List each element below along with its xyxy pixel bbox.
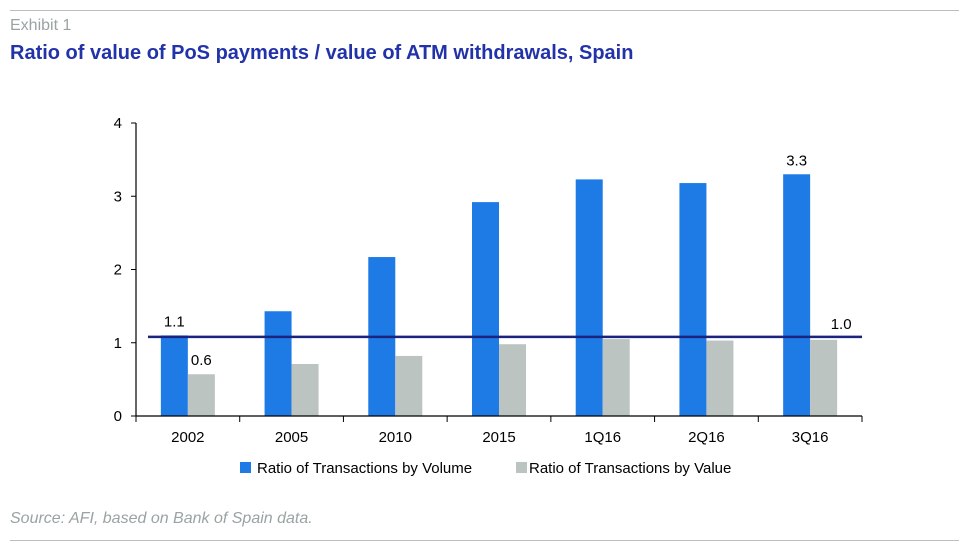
y-tick-label-4: 4 — [114, 115, 122, 132]
bar-value-1Q16 — [602, 339, 630, 416]
bar-volume-2015 — [472, 202, 499, 416]
data-label-1-0: 0.6 — [191, 352, 212, 369]
y-tick-label-3: 3 — [114, 188, 122, 205]
bar-volume-2002 — [160, 335, 188, 416]
bar-volume-1Q16 — [575, 179, 603, 416]
y-tick-label-0: 0 — [114, 408, 122, 425]
data-label-0-6: 3.3 — [786, 152, 807, 169]
x-tick-label-2002: 2002 — [171, 429, 204, 446]
bar-value-2005 — [291, 363, 319, 416]
x-tick-label-2010: 2010 — [379, 429, 412, 446]
bar-volume-2005 — [264, 311, 292, 416]
data-label-1-6: 1.0 — [831, 316, 852, 333]
bar-value-2002 — [187, 374, 215, 416]
x-tick-label-3Q16: 3Q16 — [792, 429, 829, 446]
legend-swatch-volume — [240, 462, 251, 473]
x-tick-label-1Q16: 1Q16 — [584, 429, 621, 446]
chart-title: Ratio of value of PoS payments / value o… — [10, 42, 634, 64]
legend-swatch-value — [516, 462, 527, 473]
x-tick-label-2015: 2015 — [482, 429, 515, 446]
exhibit-label: Exhibit 1 — [10, 17, 72, 34]
bottom-rule — [10, 540, 959, 541]
bar-volume-3Q16 — [783, 174, 811, 416]
legend-label-value: Ratio of Transactions by Value — [529, 460, 731, 477]
source-note: Source: AFI, based on Bank of Spain data… — [10, 510, 313, 527]
top-rule — [10, 10, 959, 11]
bar-value-2010 — [395, 355, 423, 416]
bar-value-3Q16 — [810, 339, 838, 416]
y-tick-label-1: 1 — [114, 335, 122, 352]
bar-value-2015 — [499, 344, 526, 416]
legend-label-volume: Ratio of Transactions by Volume — [257, 460, 472, 477]
y-tick-label-2: 2 — [114, 262, 122, 279]
bar-volume-2Q16 — [679, 183, 707, 416]
bar-value-2Q16 — [706, 340, 734, 416]
x-tick-label-2005: 2005 — [275, 429, 308, 446]
data-label-0-0: 1.1 — [164, 313, 185, 330]
x-tick-label-2Q16: 2Q16 — [688, 429, 725, 446]
